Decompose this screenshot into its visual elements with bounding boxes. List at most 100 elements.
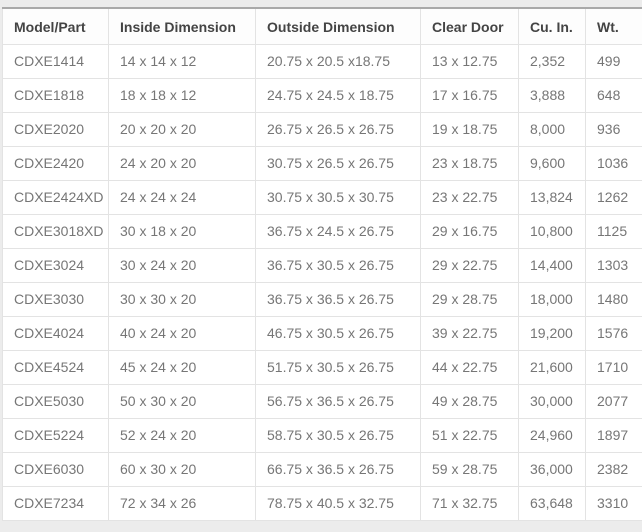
table-cell: CDXE1818 xyxy=(2,78,109,113)
table-row: CDXE6030 60 x 30 x 20 66.75 x 36.5 x 26.75… xyxy=(2,452,642,487)
product-size-spec-table: Model/Part Inside Dimension Outside Dimens… xyxy=(2,7,642,521)
table-cell: CDXE5224 xyxy=(2,418,109,453)
table-cell: 18 x 18 x 12 xyxy=(108,78,256,113)
table-cell: 1262 xyxy=(585,180,642,215)
table-cell: CDXE1414 xyxy=(2,44,109,79)
table-cell: 46.75 x 30.5 x 26.75 xyxy=(255,316,421,351)
table-cell: 13,824 xyxy=(518,180,586,215)
table-cell: 72 x 34 x 26 xyxy=(108,486,256,521)
table-cell: 19,200 xyxy=(518,316,586,351)
table-cell: 3310 xyxy=(585,486,642,521)
column-header-1: Inside Dimension xyxy=(108,7,256,45)
table-cell: 29 x 22.75 xyxy=(420,248,519,283)
table-cell: 24.75 x 24.5 x 18.75 xyxy=(255,78,421,113)
table-row: CDXE2020 20 x 20 x 20 26.75 x 26.5 x 26.75… xyxy=(2,112,642,147)
table-cell: 2,352 xyxy=(518,44,586,79)
table-cell: 30 x 30 x 20 xyxy=(108,282,256,317)
table-cell: 24,960 xyxy=(518,418,586,453)
table-cell: CDXE3018XD xyxy=(2,214,109,249)
table-cell: 20.75 x 20.5 x18.75 xyxy=(255,44,421,79)
table-container: Model/Part Inside Dimension Outside Dimens… xyxy=(2,7,642,521)
table-cell: 44 x 22.75 xyxy=(420,350,519,385)
table-row: CDXE5030 50 x 30 x 20 56.75 x 36.5 x 26.75… xyxy=(2,384,642,419)
table-cell: 39 x 22.75 xyxy=(420,316,519,351)
table-cell: 29 x 28.75 xyxy=(420,282,519,317)
table-cell: 23 x 18.75 xyxy=(420,146,519,181)
table-cell: 63,648 xyxy=(518,486,586,521)
table-cell: CDXE4024 xyxy=(2,316,109,351)
column-header-2: Outside Dimension xyxy=(255,7,421,45)
table-cell: CDXE5030 xyxy=(2,384,109,419)
table-cell: 71 x 32.75 xyxy=(420,486,519,521)
table-row: CDXE1818 18 x 18 x 12 24.75 x 24.5 x 18.75… xyxy=(2,78,642,113)
table-cell: 18,000 xyxy=(518,282,586,317)
table-row: CDXE2420 24 x 20 x 20 30.75 x 26.5 x 26.75… xyxy=(2,146,642,181)
table-cell: 30,000 xyxy=(518,384,586,419)
table-cell: 52 x 24 x 20 xyxy=(108,418,256,453)
table-cell: 45 x 24 x 20 xyxy=(108,350,256,385)
table-cell: 36,000 xyxy=(518,452,586,487)
table-cell: 24 x 24 x 24 xyxy=(108,180,256,215)
table-cell: CDXE4524 xyxy=(2,350,109,385)
table-cell: 59 x 28.75 xyxy=(420,452,519,487)
table-cell: 14,400 xyxy=(518,248,586,283)
table-cell: 1897 xyxy=(585,418,642,453)
table-row: CDXE4524 45 x 24 x 20 51.75 x 30.5 x 26.75… xyxy=(2,350,642,385)
table-row: CDXE4024 40 x 24 x 20 46.75 x 30.5 x 26.75… xyxy=(2,316,642,351)
table-cell: 21,600 xyxy=(518,350,586,385)
table-cell: 13 x 12.75 xyxy=(420,44,519,79)
table-cell: 30.75 x 26.5 x 26.75 xyxy=(255,146,421,181)
table-cell: 50 x 30 x 20 xyxy=(108,384,256,419)
column-header-4: Cu. In. xyxy=(518,7,586,45)
table-body: CDXE1414 14 x 14 x 12 20.75 x 20.5 x18.75 1… xyxy=(2,44,642,521)
table-row: CDXE3024 30 x 24 x 20 36.75 x 30.5 x 26.75… xyxy=(2,248,642,283)
table-cell: 30 x 24 x 20 xyxy=(108,248,256,283)
table-cell: 66.75 x 36.5 x 26.75 xyxy=(255,452,421,487)
table-cell: CDXE2420 xyxy=(2,146,109,181)
table-row: CDXE5224 52 x 24 x 20 58.75 x 30.5 x 26.75… xyxy=(2,418,642,453)
table-row: CDXE7234 72 x 34 x 26 78.75 x 40.5 x 32.75… xyxy=(2,486,642,521)
table-cell: 30 x 18 x 20 xyxy=(108,214,256,249)
table-cell: 1303 xyxy=(585,248,642,283)
table-cell: 1576 xyxy=(585,316,642,351)
table-cell: 19 x 18.75 xyxy=(420,112,519,147)
header-row: Model/Part Inside Dimension Outside Dimens… xyxy=(2,7,642,45)
table-cell: 36.75 x 24.5 x 26.75 xyxy=(255,214,421,249)
table-cell: CDXE6030 xyxy=(2,452,109,487)
table-cell: 20 x 20 x 20 xyxy=(108,112,256,147)
table-cell: CDXE2424XD xyxy=(2,180,109,215)
table-cell: 36.75 x 36.5 x 26.75 xyxy=(255,282,421,317)
table-cell: 936 xyxy=(585,112,642,147)
table-cell: 8,000 xyxy=(518,112,586,147)
table-cell: 51 x 22.75 xyxy=(420,418,519,453)
table-cell: 17 x 16.75 xyxy=(420,78,519,113)
table-cell: 9,600 xyxy=(518,146,586,181)
table-cell: 40 x 24 x 20 xyxy=(108,316,256,351)
table-cell: CDXE2020 xyxy=(2,112,109,147)
table-cell: 51.75 x 30.5 x 26.75 xyxy=(255,350,421,385)
table-cell: 56.75 x 36.5 x 26.75 xyxy=(255,384,421,419)
table-cell: 3,888 xyxy=(518,78,586,113)
table-row: CDXE1414 14 x 14 x 12 20.75 x 20.5 x18.75 1… xyxy=(2,44,642,79)
table-cell: 29 x 16.75 xyxy=(420,214,519,249)
column-header-0: Model/Part xyxy=(2,7,109,45)
table-cell: 49 x 28.75 xyxy=(420,384,519,419)
table-cell: CDXE3030 xyxy=(2,282,109,317)
table-header: Model/Part Inside Dimension Outside Dimens… xyxy=(2,7,642,45)
column-header-5: Wt. xyxy=(585,7,642,45)
table-cell: 10,800 xyxy=(518,214,586,249)
table-cell: 24 x 20 x 20 xyxy=(108,146,256,181)
table-cell: 1480 xyxy=(585,282,642,317)
table-row: CDXE3030 30 x 30 x 20 36.75 x 36.5 x 26.75… xyxy=(2,282,642,317)
table-cell: 1125 xyxy=(585,214,642,249)
table-cell: 499 xyxy=(585,44,642,79)
table-cell: 30.75 x 30.5 x 30.75 xyxy=(255,180,421,215)
table-cell: 78.75 x 40.5 x 32.75 xyxy=(255,486,421,521)
table-cell: 58.75 x 30.5 x 26.75 xyxy=(255,418,421,453)
column-header-3: Clear Door xyxy=(420,7,519,45)
table-cell: 26.75 x 26.5 x 26.75 xyxy=(255,112,421,147)
table-cell: 36.75 x 30.5 x 26.75 xyxy=(255,248,421,283)
table-row: CDXE2424XD 24 x 24 x 24 30.75 x 30.5 x 30.… xyxy=(2,180,642,215)
table-cell: 648 xyxy=(585,78,642,113)
table-cell: CDXE7234 xyxy=(2,486,109,521)
